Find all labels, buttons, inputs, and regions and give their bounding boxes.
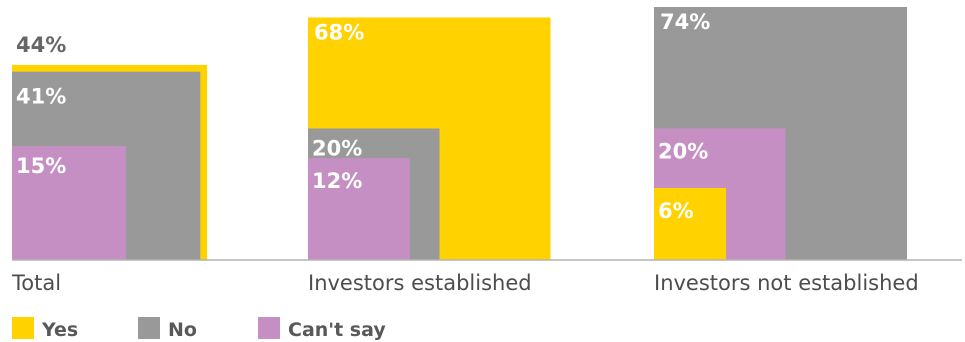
data-label-investors-established-yes: 68% [314, 20, 364, 44]
data-label-investors-established-can-t-say: 12% [312, 169, 362, 193]
legend-label-no: No [168, 319, 197, 341]
bar-total-can-t-say [12, 146, 126, 260]
legend-swatch-yes [12, 317, 34, 339]
bar-investors-established-can-t-say [308, 158, 410, 260]
data-label-total-no: 41% [16, 85, 66, 109]
data-label-investors-not-established-yes: 6% [658, 199, 694, 223]
legend-swatch-can-t-say [258, 317, 280, 339]
legend: Yes No Can't say [12, 317, 386, 341]
category-labels: Total Investors established Investors not … [11, 271, 919, 295]
data-label-total-can-t-say: 15% [16, 154, 66, 178]
data-label-investors-established-no: 20% [312, 136, 362, 160]
data-label-investors-not-established-can-t-say: 20% [658, 139, 708, 163]
bar-investors-not-established-yes [654, 187, 727, 260]
data-label-investors-not-established-no: 74% [660, 10, 710, 34]
plot-area: 44% 41% 15% 68% 20% 12% 74% 20% 6% [12, 7, 907, 261]
data-label-total-yes: 44% [16, 33, 66, 57]
legend-swatch-no [138, 317, 160, 339]
category-label-investors-established: Investors established [308, 271, 532, 295]
category-label-investors-not-established: Investors not established [654, 271, 919, 295]
category-label-total: Total [11, 271, 61, 295]
legend-label-can-t-say: Can't say [288, 319, 386, 341]
legend-label-yes: Yes [41, 319, 78, 341]
